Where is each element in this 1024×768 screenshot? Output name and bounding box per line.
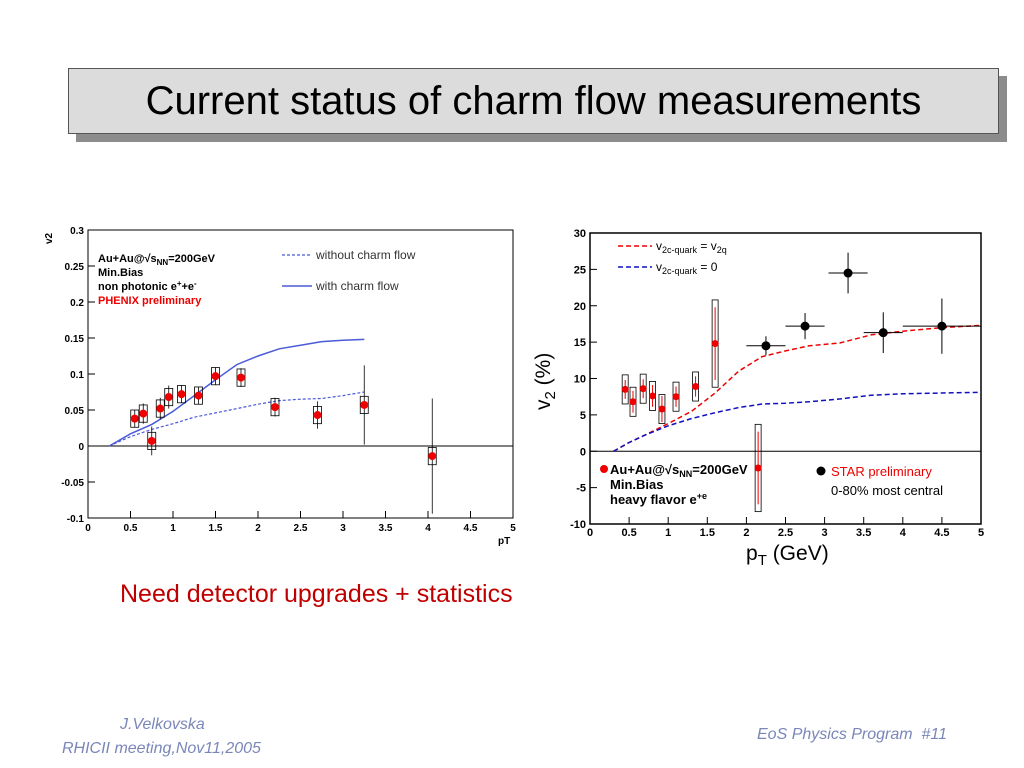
data-point (428, 452, 437, 461)
data-point (621, 385, 629, 393)
ann-nonphotonic: non photonic e++e- (98, 279, 197, 293)
x-tick-label: 4.5 (464, 523, 478, 534)
series-with-charm-flow (108, 338, 365, 447)
legend-with: with charm flow (315, 279, 399, 293)
x-tick-label: 1.5 (209, 523, 223, 534)
ann-minbias: Min.Bias (610, 477, 663, 492)
y-tick-label: -10 (570, 519, 586, 531)
y-tick-label: 10 (574, 374, 586, 386)
data-point (711, 340, 719, 348)
y-tick-label: 15 (574, 337, 586, 349)
y-axis-label: v2 (44, 232, 55, 244)
x-tick-label: 2.5 (294, 523, 308, 534)
chart-phenix: 0 0.5 1 1.5 2 2.5 3 3.5 4 4.5 5 -0.1 -0.05 0 0.05 0.1 0.… (40, 222, 530, 547)
data-point (313, 411, 322, 420)
star-data-point (937, 321, 947, 331)
x-tick-label: 3.5 (379, 523, 393, 534)
x-tick-label: 1 (170, 523, 176, 534)
data-point (271, 403, 279, 412)
data-point (672, 393, 680, 401)
legend-red: v2c-quark = v2q (656, 239, 727, 255)
x-tick-label: 4 (900, 527, 907, 539)
data-point (194, 391, 203, 400)
data-point (156, 404, 165, 413)
y-tick-label: 0.05 (65, 406, 85, 417)
x-tick-label: 3 (340, 523, 346, 534)
y-tick-label: 25 (574, 264, 586, 276)
chart-star: 0 0.5 1 1.5 2 2.5 3 3.5 4 4.5 5 -10 -5 0 5 10 15 20 25 30 v… (530, 222, 1000, 577)
y-tick-label: 5 (580, 410, 586, 422)
x-tick-label: 5 (978, 527, 984, 539)
x-tick-label: 2.5 (778, 527, 793, 539)
series-v2c-zero (613, 391, 982, 452)
ann-system: Au+Au@√sNN=200GeV (610, 462, 748, 479)
data-point (139, 409, 148, 418)
y-tick-label: 30 (574, 228, 586, 240)
x-tick-label: 3.5 (856, 527, 871, 539)
slide-title: Current status of charm flow measurement… (68, 68, 999, 134)
x-tick-label: 4 (425, 523, 431, 534)
meeting: RHICII meeting,Nov11,2005 (62, 740, 261, 757)
tagline: Need detector upgrades + statistics (120, 580, 513, 608)
data-point (211, 372, 220, 381)
ann-heavyflavor: heavy flavor e+e (610, 491, 707, 507)
y-tick-label: 0.25 (65, 262, 85, 273)
y-tick-label: -0.05 (61, 478, 84, 489)
x-tick-label: 4.5 (934, 527, 949, 539)
x-axis-label: pT (GeV) (746, 542, 829, 569)
x-tick-label: 2 (255, 523, 261, 534)
ann-system: Au+Au@√sNN=200GeV (98, 253, 216, 267)
ann-phenix: PHENIX preliminary (98, 295, 202, 307)
x-tick-label: 5 (510, 523, 516, 534)
data-point (237, 373, 245, 382)
x-tick-label: 0 (587, 527, 593, 539)
star-data-point (843, 268, 853, 278)
data-point (658, 405, 666, 413)
data-point (629, 398, 637, 406)
x-tick-label: 1 (665, 527, 671, 539)
x-tick-label: 1.5 (700, 527, 715, 539)
data-point (147, 436, 156, 445)
data-point (754, 464, 762, 472)
data-point (164, 393, 173, 402)
y-tick-label: -5 (576, 483, 586, 495)
ann-centrality: 0-80% most central (831, 483, 943, 498)
y-axis-label: v2 (%) (532, 353, 559, 410)
legend-blue: v2c-quark = 0 (656, 260, 718, 276)
slide-title-text: Current status of charm flow measurement… (145, 78, 922, 123)
ann-red-marker (600, 465, 608, 473)
data-point (649, 392, 657, 400)
x-tick-label: 0 (85, 523, 91, 534)
x-axis-label: pT (498, 536, 510, 547)
data-point (130, 414, 139, 423)
y-tick-label: -0.1 (67, 514, 85, 525)
data-point (639, 385, 647, 393)
star-data-point (800, 321, 810, 331)
y-tick-label: 0 (580, 446, 586, 458)
y-tick-label: 20 (574, 301, 586, 313)
ann-minbias: Min.Bias (98, 267, 143, 279)
x-tick-label: 0.5 (124, 523, 138, 534)
x-tick-label: 3 (822, 527, 828, 539)
footer: EoS Physics Program #11 (757, 726, 948, 743)
legend-star-marker (816, 466, 826, 476)
y-tick-label: 0 (78, 442, 84, 453)
y-tick-label: 0.1 (70, 370, 84, 381)
x-tick-label: 0.5 (621, 527, 636, 539)
y-tick-label: 0.3 (70, 226, 84, 237)
star-data-point (761, 341, 771, 351)
ann-star: STAR preliminary (831, 464, 932, 479)
star-data-point (878, 328, 888, 338)
data-point (360, 400, 369, 409)
data-point (177, 390, 186, 399)
legend-without: without charm flow (315, 248, 416, 262)
data-point (692, 383, 700, 391)
y-tick-label: 0.2 (70, 298, 84, 309)
author: J.Velkovska (120, 716, 205, 733)
y-tick-label: 0.15 (65, 334, 85, 345)
x-tick-label: 2 (743, 527, 749, 539)
